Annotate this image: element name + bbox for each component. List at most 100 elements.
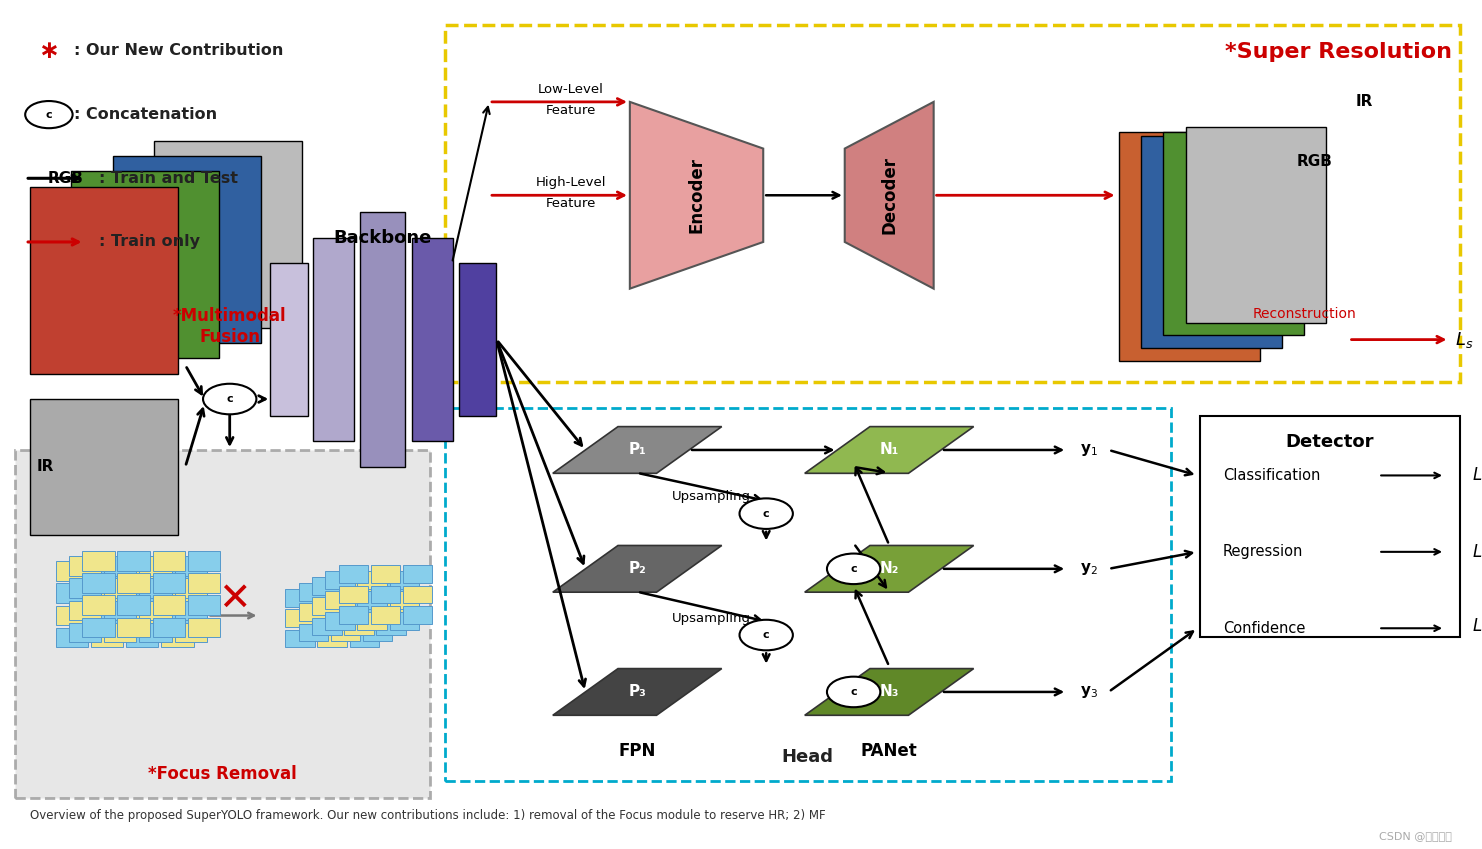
FancyBboxPatch shape bbox=[1119, 132, 1260, 361]
FancyBboxPatch shape bbox=[188, 618, 221, 637]
FancyBboxPatch shape bbox=[83, 573, 114, 593]
FancyBboxPatch shape bbox=[104, 600, 136, 620]
FancyBboxPatch shape bbox=[390, 592, 419, 610]
FancyBboxPatch shape bbox=[285, 630, 314, 647]
FancyBboxPatch shape bbox=[330, 604, 360, 621]
FancyBboxPatch shape bbox=[188, 595, 221, 615]
FancyBboxPatch shape bbox=[162, 605, 194, 625]
Text: N₂: N₂ bbox=[879, 561, 900, 576]
FancyBboxPatch shape bbox=[412, 238, 453, 441]
Text: Upsampling: Upsampling bbox=[671, 611, 751, 625]
FancyBboxPatch shape bbox=[403, 586, 433, 604]
Text: : Train and Test: : Train and Test bbox=[99, 171, 239, 186]
Text: Reconstruction: Reconstruction bbox=[1252, 307, 1356, 321]
Circle shape bbox=[827, 677, 880, 707]
FancyBboxPatch shape bbox=[83, 595, 114, 615]
FancyBboxPatch shape bbox=[175, 556, 207, 576]
FancyBboxPatch shape bbox=[139, 556, 172, 576]
Polygon shape bbox=[630, 102, 763, 289]
Text: High-Level: High-Level bbox=[535, 176, 606, 189]
FancyBboxPatch shape bbox=[188, 573, 221, 593]
FancyBboxPatch shape bbox=[117, 618, 150, 637]
Text: FPN: FPN bbox=[618, 742, 657, 761]
FancyBboxPatch shape bbox=[83, 551, 114, 571]
FancyBboxPatch shape bbox=[90, 628, 123, 648]
FancyBboxPatch shape bbox=[390, 612, 419, 630]
FancyBboxPatch shape bbox=[1141, 136, 1282, 348]
FancyBboxPatch shape bbox=[338, 565, 368, 583]
Text: Decoder: Decoder bbox=[880, 156, 898, 234]
FancyBboxPatch shape bbox=[70, 556, 101, 576]
Circle shape bbox=[25, 101, 73, 128]
FancyBboxPatch shape bbox=[376, 577, 406, 595]
Text: c: c bbox=[227, 394, 233, 404]
FancyBboxPatch shape bbox=[153, 551, 185, 571]
FancyBboxPatch shape bbox=[70, 600, 101, 620]
FancyBboxPatch shape bbox=[90, 561, 123, 581]
Text: y$_3$: y$_3$ bbox=[1080, 684, 1098, 700]
FancyBboxPatch shape bbox=[317, 610, 347, 627]
Text: IR: IR bbox=[37, 459, 55, 475]
Text: P₂: P₂ bbox=[628, 561, 646, 576]
Text: P₃: P₃ bbox=[628, 684, 646, 700]
FancyBboxPatch shape bbox=[360, 212, 405, 467]
FancyBboxPatch shape bbox=[188, 551, 221, 571]
FancyBboxPatch shape bbox=[175, 578, 207, 598]
Polygon shape bbox=[805, 427, 974, 474]
FancyBboxPatch shape bbox=[113, 156, 261, 343]
Text: Head: Head bbox=[781, 748, 834, 766]
Text: Feature: Feature bbox=[545, 197, 596, 211]
FancyBboxPatch shape bbox=[126, 628, 159, 648]
FancyBboxPatch shape bbox=[1200, 416, 1460, 637]
FancyBboxPatch shape bbox=[357, 612, 387, 630]
Text: RGB: RGB bbox=[1297, 154, 1332, 169]
Polygon shape bbox=[553, 545, 722, 593]
Polygon shape bbox=[805, 669, 974, 715]
Text: $L_{\mathrm{{loc}}}$: $L_{\mathrm{{loc}}}$ bbox=[1472, 542, 1482, 562]
Text: c: c bbox=[763, 509, 769, 519]
FancyBboxPatch shape bbox=[56, 583, 87, 603]
FancyBboxPatch shape bbox=[90, 583, 123, 603]
FancyBboxPatch shape bbox=[71, 171, 219, 358]
Text: P₁: P₁ bbox=[628, 442, 646, 458]
FancyBboxPatch shape bbox=[311, 577, 341, 595]
FancyBboxPatch shape bbox=[70, 578, 101, 598]
Text: Detector: Detector bbox=[1286, 433, 1374, 451]
Text: Regression: Regression bbox=[1223, 544, 1303, 559]
FancyBboxPatch shape bbox=[311, 598, 341, 616]
Text: PANet: PANet bbox=[861, 742, 917, 761]
FancyBboxPatch shape bbox=[363, 604, 393, 621]
Polygon shape bbox=[805, 545, 974, 593]
Text: $L_{\mathrm{{obj}}}$: $L_{\mathrm{{obj}}}$ bbox=[1472, 616, 1482, 640]
FancyBboxPatch shape bbox=[390, 571, 419, 589]
FancyBboxPatch shape bbox=[139, 623, 172, 643]
FancyBboxPatch shape bbox=[30, 399, 178, 535]
Text: ∗: ∗ bbox=[39, 39, 59, 63]
FancyBboxPatch shape bbox=[15, 450, 430, 798]
FancyBboxPatch shape bbox=[117, 573, 150, 593]
FancyBboxPatch shape bbox=[90, 605, 123, 625]
FancyBboxPatch shape bbox=[311, 618, 341, 635]
Circle shape bbox=[740, 620, 793, 650]
Text: $L_{\mathrm{{cls}}}$: $L_{\mathrm{{cls}}}$ bbox=[1472, 465, 1482, 486]
Polygon shape bbox=[553, 669, 722, 715]
FancyBboxPatch shape bbox=[350, 630, 379, 647]
FancyBboxPatch shape bbox=[153, 573, 185, 593]
Text: N₁: N₁ bbox=[879, 442, 900, 458]
FancyBboxPatch shape bbox=[317, 589, 347, 607]
FancyBboxPatch shape bbox=[370, 565, 400, 583]
Text: : Our New Contribution: : Our New Contribution bbox=[74, 43, 283, 59]
FancyBboxPatch shape bbox=[403, 606, 433, 623]
FancyBboxPatch shape bbox=[325, 612, 354, 630]
FancyBboxPatch shape bbox=[117, 551, 150, 571]
FancyBboxPatch shape bbox=[83, 618, 114, 637]
FancyBboxPatch shape bbox=[338, 586, 368, 604]
FancyBboxPatch shape bbox=[1163, 132, 1304, 335]
FancyBboxPatch shape bbox=[325, 592, 354, 610]
FancyBboxPatch shape bbox=[363, 624, 393, 642]
FancyBboxPatch shape bbox=[370, 606, 400, 623]
FancyBboxPatch shape bbox=[162, 561, 194, 581]
Circle shape bbox=[827, 554, 880, 584]
FancyBboxPatch shape bbox=[458, 263, 495, 416]
Text: *Super Resolution: *Super Resolution bbox=[1226, 42, 1452, 63]
